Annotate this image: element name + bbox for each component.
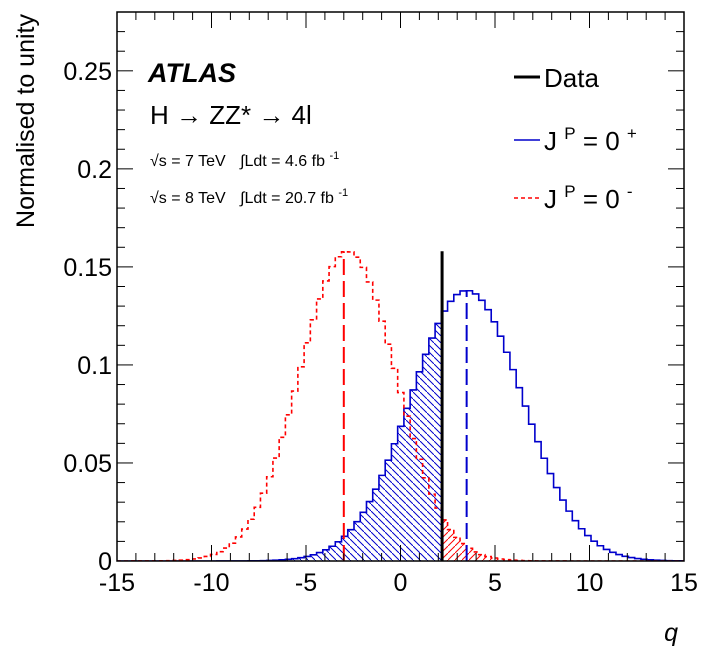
legend-0minus-parity: - bbox=[627, 182, 633, 201]
legend-label-data: Data bbox=[544, 63, 599, 93]
lumi-8tev-unit-exp: -1 bbox=[338, 187, 348, 199]
series-line-jp-0minus bbox=[117, 250, 684, 561]
y-tick-label: 0.1 bbox=[77, 352, 112, 380]
legend-0minus-eq: = 0 bbox=[583, 184, 620, 214]
shaded-tail-jp-0plus bbox=[117, 311, 443, 561]
lumi-8tev-integral: ∫Ldt = 20.7 fb bbox=[239, 190, 334, 207]
x-tick-label: -5 bbox=[295, 569, 317, 597]
x-tick-label: -15 bbox=[99, 569, 135, 597]
y-tick-label: 0.2 bbox=[77, 156, 112, 184]
lumi-7tev-label: √s = 7 TeV ∫Ldt = 4.6 fb -1 bbox=[150, 150, 339, 170]
lumi-7tev-sqrt-s: √s = 7 TeV bbox=[150, 153, 226, 170]
lumi-8tev-label: √s = 8 TeV ∫Ldt = 20.7 fb -1 bbox=[150, 187, 348, 207]
process-label: H → ZZ* → 4l bbox=[150, 100, 312, 130]
legend-0minus-base: J bbox=[544, 184, 557, 214]
x-tick-label: -10 bbox=[193, 569, 229, 597]
lumi-8tev-sqrt-s: √s = 8 TeV bbox=[150, 190, 226, 207]
legend: Data J P = 0 + J P = 0 - bbox=[514, 63, 637, 214]
y-tick-label: 0.15 bbox=[63, 254, 112, 282]
y-axis-title: Normalised to unity bbox=[12, 14, 40, 228]
legend-label-0plus: J P = 0 + bbox=[544, 115, 637, 156]
legend-0plus-eq: = 0 bbox=[583, 126, 620, 156]
legend-label-0minus: J P = 0 - bbox=[544, 173, 633, 214]
lumi-7tev-integral: ∫Ldt = 4.6 fb bbox=[239, 153, 325, 170]
x-tick-label: 0 bbox=[394, 569, 408, 597]
x-axis-title: q bbox=[664, 619, 678, 647]
axis-ticks: -15 -10 -5 0 5 10 15 0 0.05 0.1 0.15 0.2 0.25 bbox=[63, 12, 698, 597]
x-tick-label: 5 bbox=[488, 569, 502, 597]
legend-0plus-parity: + bbox=[627, 124, 637, 143]
x-tick-label: 15 bbox=[670, 569, 698, 597]
x-tick-label: 10 bbox=[576, 569, 604, 597]
legend-0plus-sup: P bbox=[564, 124, 575, 143]
annotation-block: ATLAS H → ZZ* → 4l √s = 7 TeV ∫Ldt = 4.6… bbox=[147, 58, 348, 207]
legend-0plus-base: J bbox=[544, 126, 557, 156]
legend-0minus-sup: P bbox=[564, 182, 575, 201]
lumi-7tev-unit-exp: -1 bbox=[329, 150, 339, 162]
y-tick-label: 0.25 bbox=[63, 58, 112, 86]
experiment-label: ATLAS bbox=[147, 58, 236, 88]
y-tick-label: 0 bbox=[98, 548, 112, 576]
y-tick-label: 0.05 bbox=[63, 450, 112, 478]
